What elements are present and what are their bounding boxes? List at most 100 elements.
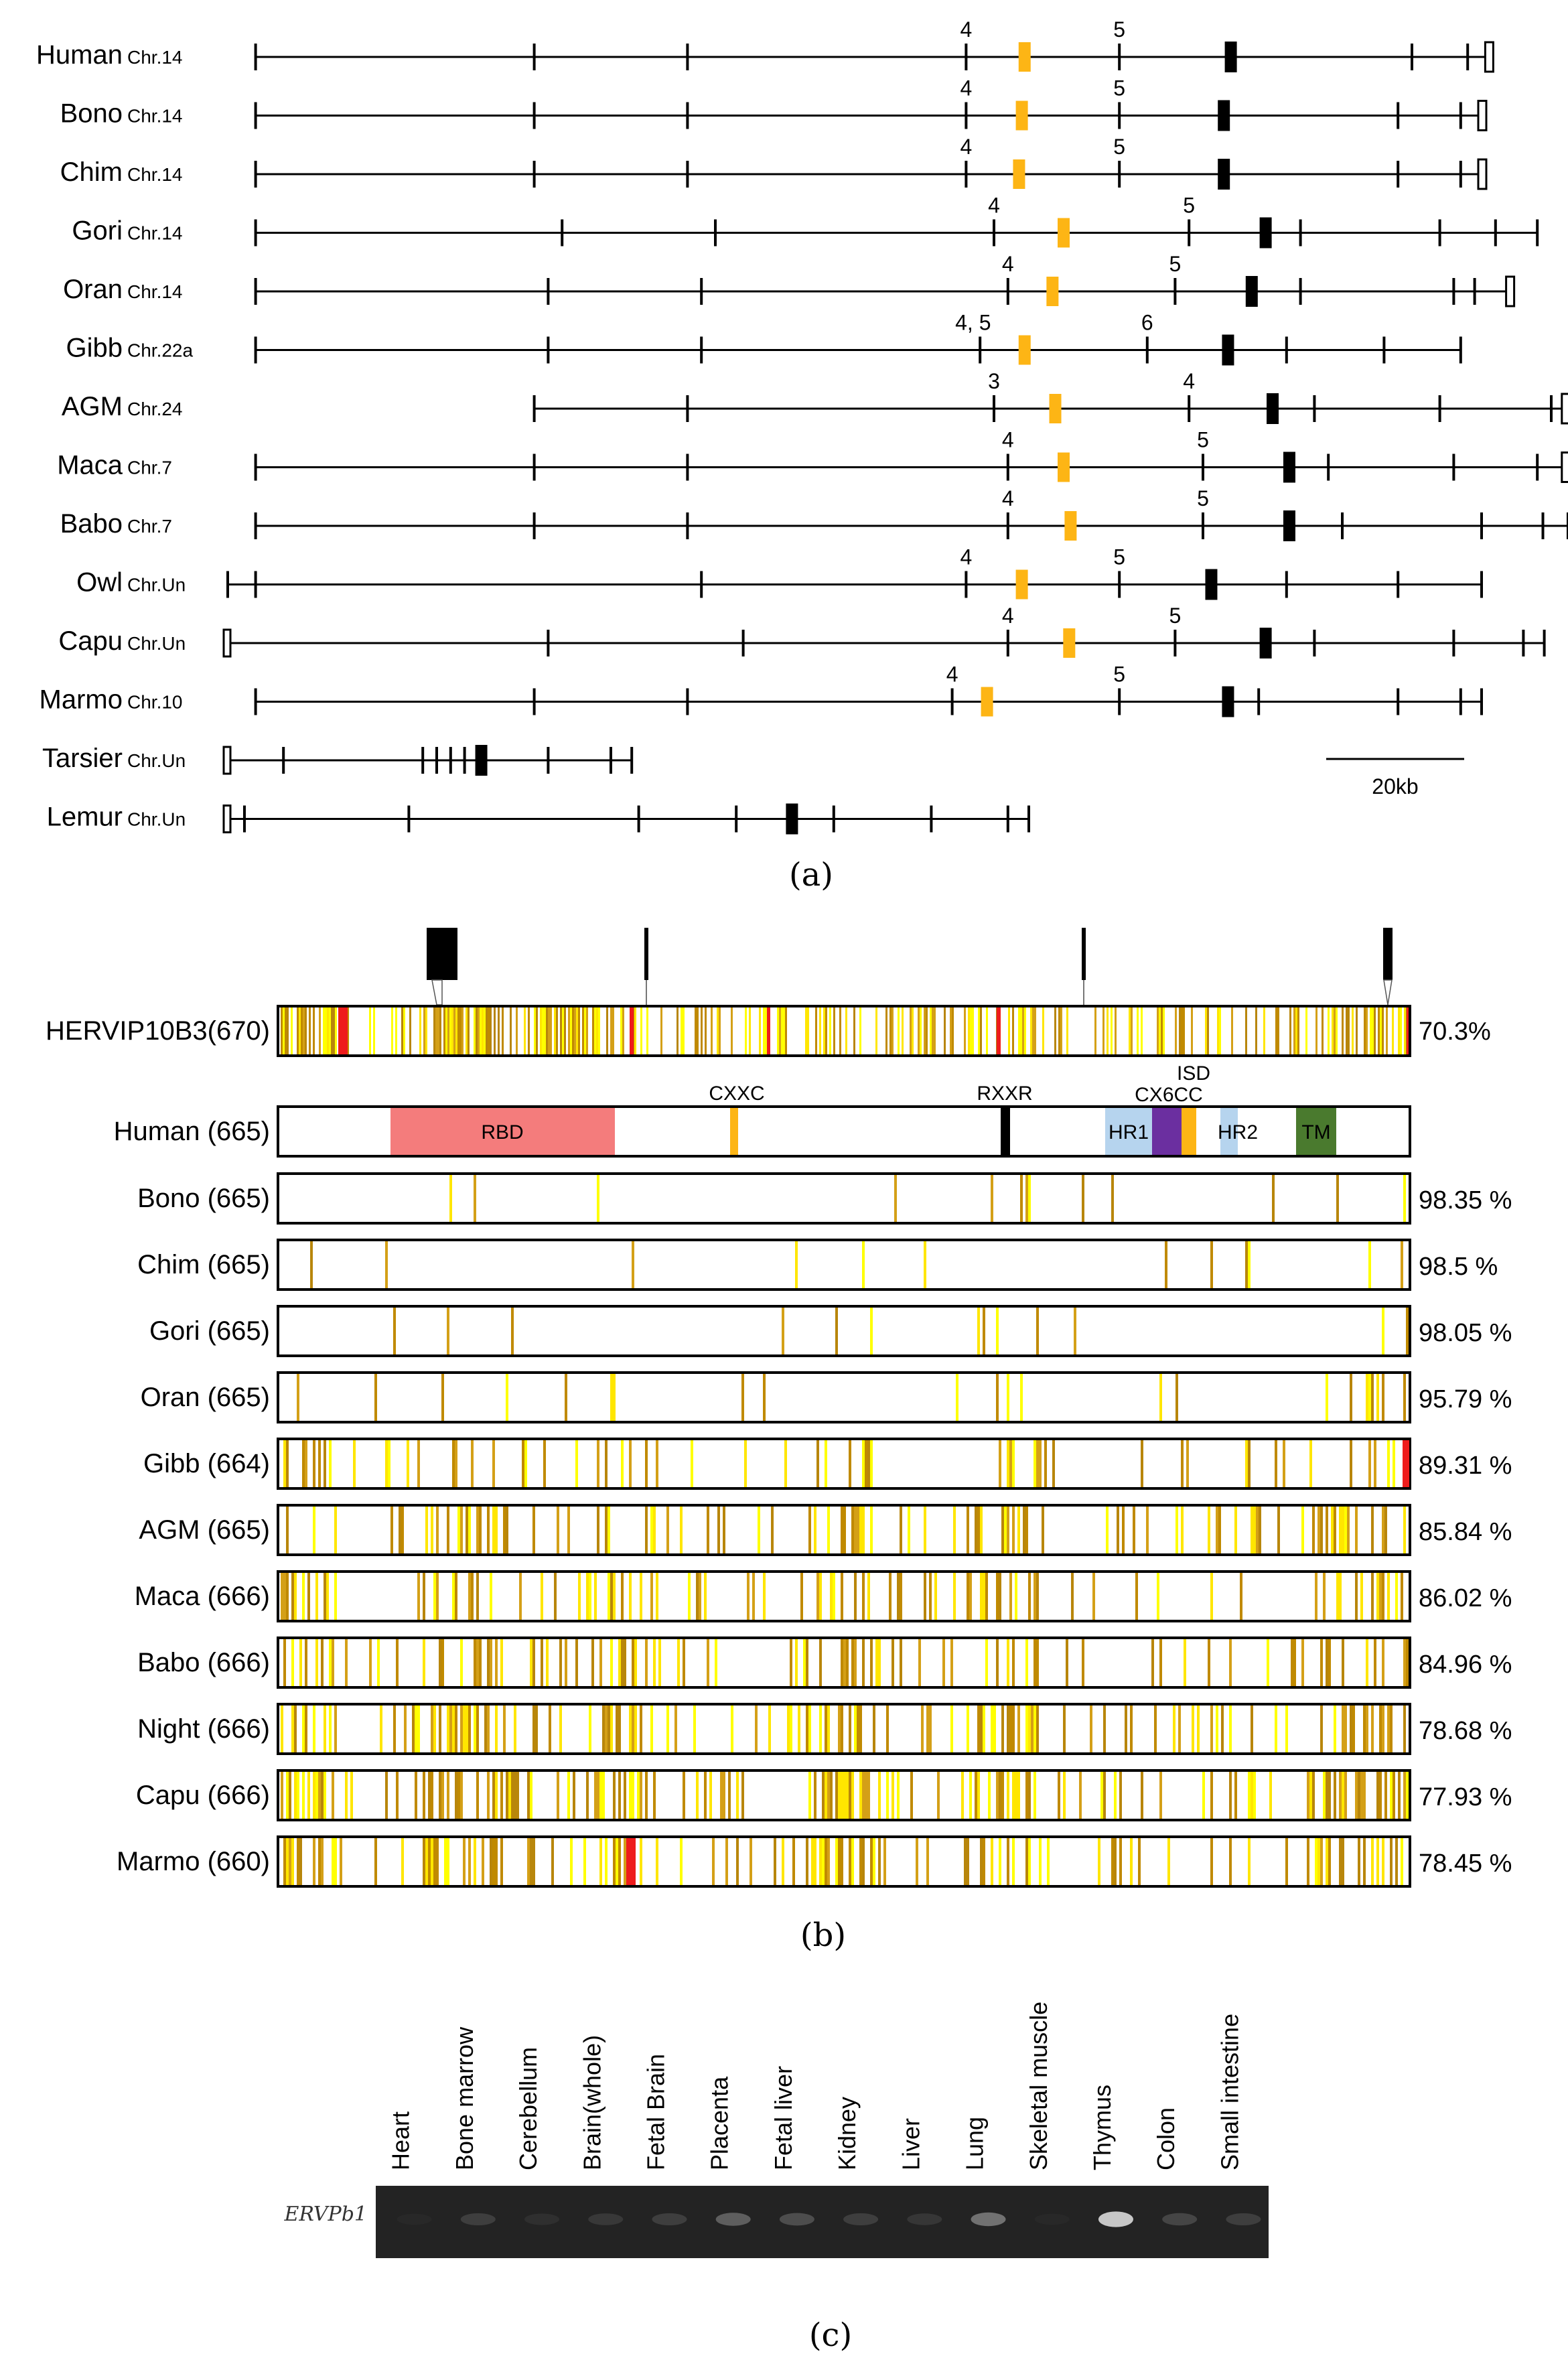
substitution-mark — [618, 1638, 621, 1687]
env-exon-orange — [1049, 394, 1062, 423]
substitution-mark — [926, 1704, 929, 1754]
substitution-mark — [1234, 1505, 1237, 1555]
substitution-mark — [492, 1505, 495, 1555]
substitution-mark — [488, 1006, 490, 1056]
substitution-mark — [996, 1306, 999, 1356]
alignment-track-frame — [277, 1769, 1411, 1821]
substitution-mark — [1054, 1006, 1056, 1056]
substitution-mark — [1390, 1770, 1393, 1820]
substitution-mark — [996, 1638, 999, 1687]
substitution-mark — [490, 1006, 492, 1056]
substitution-mark — [592, 1006, 594, 1056]
substitution-mark — [1326, 1505, 1328, 1555]
substitution-mark — [843, 1505, 846, 1555]
substitution-mark — [819, 1006, 821, 1056]
substitution-mark — [967, 1837, 969, 1886]
substitution-mark — [924, 1006, 926, 1056]
substitution-mark — [1382, 1505, 1384, 1555]
substitution-mark — [991, 1174, 993, 1223]
gel-band — [652, 2213, 687, 2225]
substitution-mark — [586, 1006, 588, 1056]
substitution-mark-red — [767, 1006, 770, 1056]
substitution-mark — [586, 1572, 589, 1621]
substitution-mark — [978, 1006, 980, 1056]
substitution-mark — [567, 1505, 570, 1555]
substitution-mark — [993, 1704, 996, 1754]
substitution-mark — [597, 1174, 599, 1223]
substitution-mark — [808, 1770, 811, 1820]
substitution-mark — [632, 1704, 634, 1754]
substitution-mark — [506, 1505, 508, 1555]
substitution-mark — [1007, 1638, 1009, 1687]
substitution-mark — [1406, 1770, 1409, 1820]
substitution-mark — [693, 1704, 696, 1754]
substitution-mark — [1403, 1638, 1406, 1687]
substitution-mark — [1253, 1505, 1256, 1555]
tissue-label: Bone marrow — [451, 2026, 478, 2170]
substitution-mark — [653, 1770, 656, 1820]
substitution-mark — [865, 1770, 867, 1820]
substitution-mark — [787, 1704, 790, 1754]
exon-number-label: 4 — [960, 17, 973, 42]
substitution-mark — [423, 1837, 425, 1886]
species-label-capu: Capu — [58, 626, 123, 656]
substitution-mark — [459, 1006, 461, 1056]
substitution-mark — [476, 1505, 479, 1555]
substitution-mark — [1138, 1837, 1141, 1886]
substitution-mark — [532, 1505, 535, 1555]
substitution-mark — [886, 1704, 889, 1754]
substitution-mark — [441, 1770, 444, 1820]
substitution-mark — [289, 1770, 291, 1820]
substitution-mark — [1036, 1638, 1039, 1687]
substitution-mark — [747, 1572, 750, 1621]
chromosome-label: Chr.10 — [127, 692, 183, 713]
substitution-mark — [1229, 1638, 1232, 1687]
substitution-mark — [297, 1006, 299, 1056]
substitution-mark — [559, 1704, 562, 1754]
substitution-mark — [492, 1770, 495, 1820]
substitution-mark — [618, 1770, 621, 1820]
substitution-mark — [851, 1837, 854, 1886]
substitution-mark — [1117, 1505, 1119, 1555]
terminal-exon-box — [1505, 275, 1516, 307]
substitution-mark — [1012, 1837, 1015, 1886]
substitution-mark — [597, 1770, 599, 1820]
exon-number-label: 4 — [988, 194, 1000, 218]
substitution-mark — [500, 1837, 503, 1886]
substitution-mark — [1178, 1704, 1181, 1754]
rbd-domain — [390, 1108, 615, 1155]
substitution-mark — [999, 1439, 1001, 1488]
substitution-mark — [1390, 1837, 1393, 1886]
substitution-mark — [1256, 1505, 1259, 1555]
substitution-mark — [433, 1572, 436, 1621]
substitution-mark — [1173, 1704, 1175, 1754]
exon-black — [786, 803, 798, 835]
exon-number-label: 5 — [1113, 135, 1125, 159]
substitution-mark — [621, 1572, 624, 1621]
substitution-mark — [621, 1439, 624, 1488]
substitution-mark — [1293, 1638, 1296, 1687]
hr1-label: HR1 — [1109, 1121, 1149, 1143]
substitution-mark — [827, 1505, 830, 1555]
substitution-mark — [618, 1837, 621, 1886]
substitution-mark — [484, 1704, 487, 1754]
exon-number-label: 4 — [960, 545, 973, 569]
substitution-mark — [1175, 1006, 1177, 1056]
substitution-mark — [433, 1704, 436, 1754]
substitution-mark — [610, 1572, 613, 1621]
substitution-mark — [854, 1572, 857, 1621]
hr2-domain — [1220, 1108, 1238, 1155]
substitution-mark — [1240, 1572, 1242, 1621]
substitution-mark — [313, 1439, 315, 1488]
substitution-mark — [286, 1439, 289, 1488]
substitution-mark — [1317, 1837, 1320, 1886]
substitution-mark — [851, 1770, 854, 1820]
alignment-track-frame — [277, 1172, 1411, 1225]
substitution-mark — [1342, 1006, 1344, 1056]
substitution-mark — [468, 1572, 471, 1621]
substitution-mark — [1007, 1770, 1009, 1820]
substitution-mark — [455, 1006, 457, 1056]
initial-exon-box — [222, 628, 232, 658]
exon-number-label: 3 — [988, 369, 1000, 393]
substitution-mark — [536, 1006, 538, 1056]
